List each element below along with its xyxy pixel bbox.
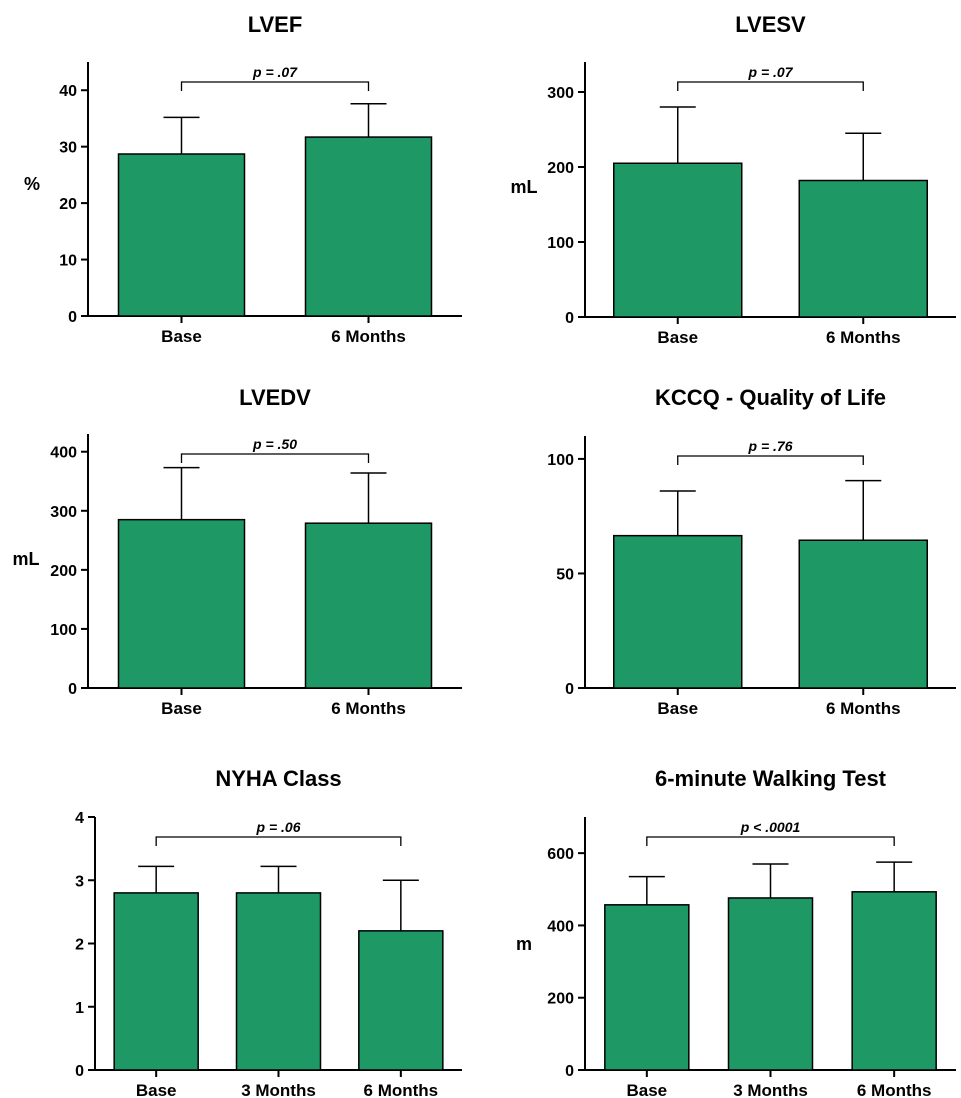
chart-svg-6mwt: 6-minute Walking Test m 0 200 400 600 Base 3 Mo… bbox=[516, 766, 956, 1098]
bar-base bbox=[604, 904, 690, 1071]
y-tick-label: 200 bbox=[547, 160, 574, 177]
p-value-label: p = .06 bbox=[256, 819, 301, 835]
y-tick-label: 50 bbox=[556, 566, 574, 583]
bar-base bbox=[613, 534, 743, 689]
y-tick-label: 0 bbox=[68, 681, 77, 698]
chart-svg-lvef: LVEF% 0 10 20 30 40 Base 6 Months p = .07 bbox=[24, 12, 462, 346]
x-category-label: 6 Months bbox=[826, 699, 901, 718]
chart-title: NYHA Class bbox=[215, 766, 341, 791]
y-tick-label: 100 bbox=[547, 452, 574, 469]
significance-bracket bbox=[677, 81, 864, 91]
significance-bracket bbox=[180, 81, 370, 91]
bar-6-months bbox=[304, 136, 433, 317]
chart-svg-lvesv: LVESV mL 0 100 200 300 Base 6 Months p = .07 bbox=[511, 12, 956, 347]
y-tick-label: 0 bbox=[565, 1063, 574, 1080]
chart-svg-nyha: NYHA Class 0 1 2 3 4 Base 3 Months 6 Months p = .… bbox=[75, 766, 462, 1098]
y-tick-label: 1 bbox=[75, 1000, 84, 1017]
chart-svg-kccq: KCCQ - Quality of Life 0 50 100 Base 6 Months… bbox=[547, 385, 956, 718]
chart-panel-nyha: NYHA Class 0 1 2 3 4 Base 3 Months 6 Months p = .… bbox=[0, 740, 470, 1098]
x-category-label: 3 Months bbox=[241, 1081, 316, 1098]
p-value-label: p = .76 bbox=[748, 438, 793, 454]
bar-base bbox=[117, 518, 246, 689]
y-tick-label: 300 bbox=[50, 504, 77, 521]
chart-title: LVEF bbox=[248, 12, 303, 37]
x-category-label: Base bbox=[627, 1081, 668, 1098]
bar-6-months bbox=[851, 891, 937, 1071]
y-tick-label: 0 bbox=[68, 309, 77, 326]
x-category-label: 6 Months bbox=[826, 328, 901, 347]
y-tick-label: 3 bbox=[75, 873, 84, 890]
x-category-label: Base bbox=[161, 699, 202, 718]
x-category-label: 3 Months bbox=[733, 1081, 808, 1098]
x-category-label: Base bbox=[161, 327, 202, 346]
significance-bracket bbox=[646, 836, 895, 846]
chart-panel-lvef: LVEF% 0 10 20 30 40 Base 6 Months p = .07 bbox=[0, 0, 470, 360]
x-category-label: Base bbox=[657, 328, 698, 347]
y-tick-label: 400 bbox=[547, 918, 574, 935]
bar-6-months bbox=[798, 179, 928, 318]
chart-svg-lvedv: LVEDV mL 0 100 200 300 400 Base 6 Months p = .50 bbox=[13, 385, 462, 718]
y-axis-label: % bbox=[24, 174, 40, 194]
x-category-label: 6 Months bbox=[857, 1081, 932, 1098]
y-tick-label: 20 bbox=[59, 196, 77, 213]
y-axis-label: mL bbox=[13, 549, 40, 569]
significance-bracket bbox=[155, 836, 402, 846]
x-category-label: Base bbox=[657, 699, 698, 718]
chart-title: 6-minute Walking Test bbox=[655, 766, 887, 791]
bar-base bbox=[113, 892, 199, 1071]
bar-6-months bbox=[798, 539, 928, 689]
y-tick-label: 40 bbox=[59, 83, 77, 100]
p-value-label: p < .0001 bbox=[740, 819, 801, 835]
y-tick-label: 600 bbox=[547, 846, 574, 863]
x-category-label: 6 Months bbox=[331, 327, 406, 346]
chart-title: LVEDV bbox=[239, 385, 311, 410]
y-tick-label: 100 bbox=[50, 622, 77, 639]
chart-panel-6mwt: 6-minute Walking Test m 0 200 400 600 Base 3 Mo… bbox=[490, 740, 961, 1098]
y-tick-label: 10 bbox=[59, 253, 77, 270]
chart-panel-lvedv: LVEDV mL 0 100 200 300 400 Base 6 Months p = .50 bbox=[0, 370, 470, 730]
y-tick-label: 100 bbox=[547, 235, 574, 252]
y-tick-label: 300 bbox=[547, 85, 574, 102]
p-value-label: p = .07 bbox=[252, 64, 298, 80]
chart-panel-kccq: KCCQ - Quality of Life 0 50 100 Base 6 Months… bbox=[490, 370, 961, 730]
y-tick-label: 400 bbox=[50, 445, 77, 462]
y-tick-label: 0 bbox=[565, 310, 574, 327]
x-category-label: 6 Months bbox=[331, 699, 406, 718]
bar-base bbox=[613, 162, 743, 318]
y-tick-label: 200 bbox=[50, 563, 77, 580]
bar-6-months bbox=[304, 522, 433, 689]
y-tick-label: 0 bbox=[75, 1063, 84, 1080]
chart-panel-lvesv: LVESV mL 0 100 200 300 Base 6 Months p = .07 bbox=[490, 0, 961, 360]
p-value-label: p = .07 bbox=[748, 64, 794, 80]
y-tick-label: 2 bbox=[75, 937, 84, 954]
bar-6-months bbox=[358, 930, 444, 1071]
bar-3-months bbox=[727, 897, 814, 1071]
p-value-label: p = .50 bbox=[252, 436, 297, 452]
y-axis-label: m bbox=[516, 934, 532, 954]
y-tick-label: 0 bbox=[565, 681, 574, 698]
y-axis-label: mL bbox=[511, 177, 538, 197]
y-tick-label: 4 bbox=[75, 810, 84, 827]
bar-base bbox=[117, 153, 246, 317]
bar-3-months bbox=[235, 892, 322, 1071]
chart-title: LVESV bbox=[735, 12, 806, 37]
y-tick-label: 200 bbox=[547, 991, 574, 1008]
significance-bracket bbox=[677, 455, 864, 465]
x-category-label: Base bbox=[136, 1081, 177, 1098]
chart-title: KCCQ - Quality of Life bbox=[655, 385, 886, 410]
x-category-label: 6 Months bbox=[364, 1081, 439, 1098]
y-tick-label: 30 bbox=[59, 140, 77, 157]
significance-bracket bbox=[180, 453, 370, 463]
